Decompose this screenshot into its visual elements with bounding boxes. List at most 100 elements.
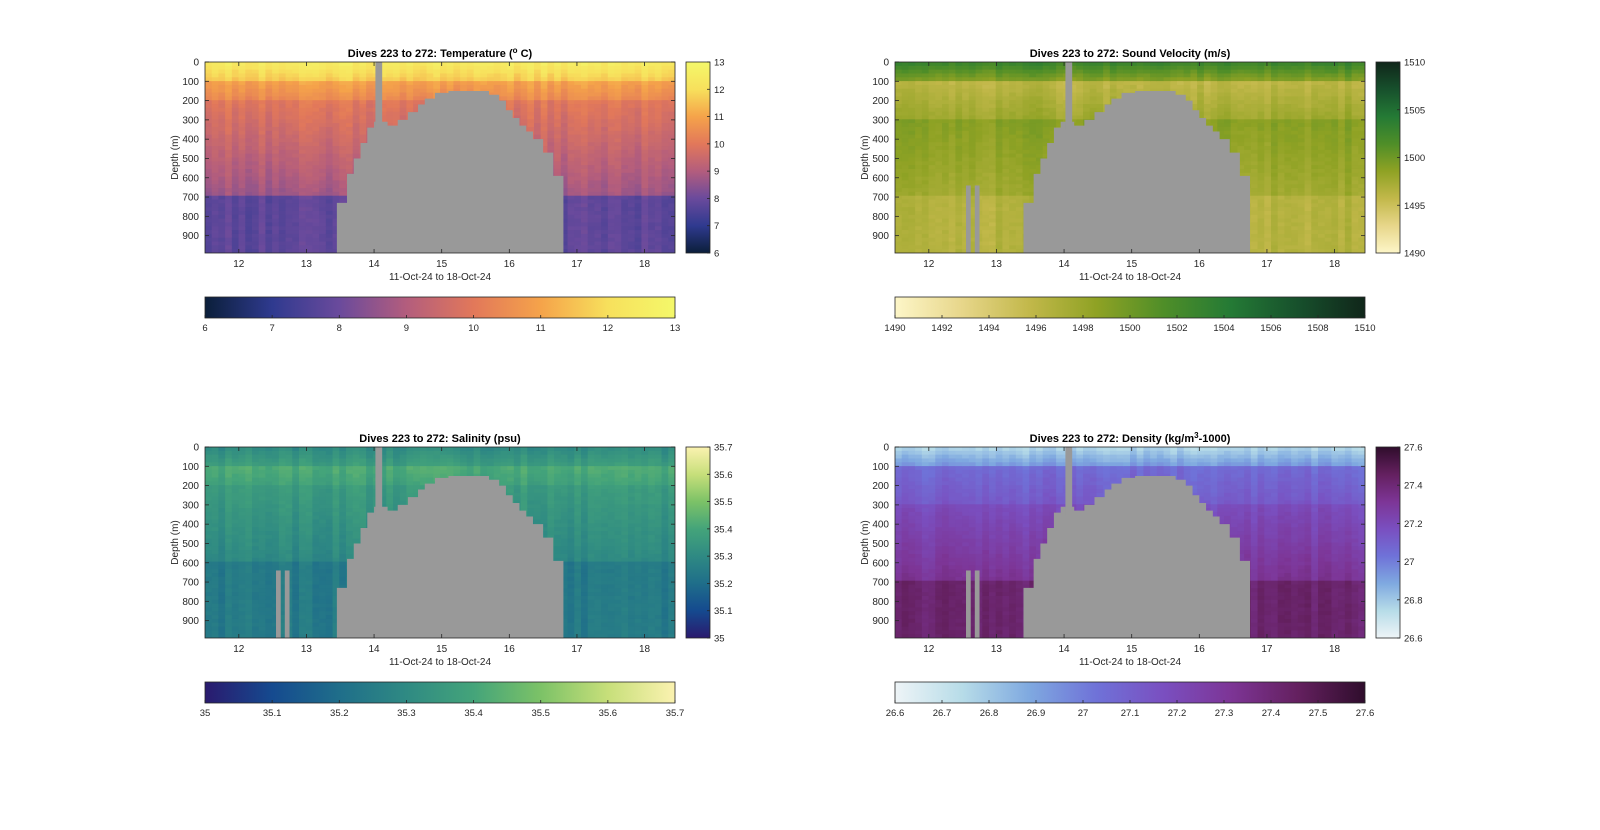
- heatmap-cell: [995, 199, 1004, 204]
- heatmap-cell: [272, 161, 280, 166]
- heatmap-cell: [989, 237, 997, 243]
- heatmap-cell: [319, 77, 327, 82]
- heatmap-cell: [480, 77, 488, 82]
- heatmap-cell: [1036, 126, 1044, 132]
- heatmap-cell: [955, 226, 963, 231]
- heatmap-cell: [554, 69, 562, 75]
- heatmap-cell: [1036, 62, 1044, 67]
- heatmap-cell: [942, 188, 950, 193]
- heatmap-cell: [258, 218, 267, 224]
- heatmap-cell: [982, 195, 990, 201]
- heatmap-cell: [1022, 111, 1030, 117]
- heatmap-cell: [628, 226, 636, 231]
- heatmap-cell: [258, 237, 267, 243]
- heatmap-cell: [406, 104, 414, 109]
- heatmap-cell: [1042, 149, 1051, 155]
- heatmap-cell: [305, 161, 314, 166]
- heatmap-cell: [245, 245, 253, 250]
- heatmap-cell: [581, 138, 589, 143]
- heatmap-cell: [319, 104, 327, 109]
- heatmap-cell: [205, 172, 213, 178]
- heatmap-cell: [607, 188, 616, 193]
- heatmap-cell: [520, 73, 528, 78]
- heatmap-cell: [540, 119, 549, 124]
- heatmap-cell: [238, 168, 246, 174]
- heatmap-cell: [915, 119, 923, 124]
- heatmap-cell: [245, 188, 253, 193]
- heatmap-cell: [325, 146, 334, 151]
- heatmap-cell: [581, 119, 589, 124]
- heatmap-cell: [366, 73, 374, 78]
- heatmap-cell: [948, 142, 957, 147]
- heatmap-cell: [399, 115, 408, 120]
- heatmap-cell: [621, 249, 629, 253]
- heatmap-cell: [982, 149, 990, 155]
- heatmap-cell: [921, 134, 930, 139]
- heatmap-cell: [948, 96, 957, 101]
- heatmap-cell: [292, 123, 300, 128]
- heatmap-cell: [231, 168, 240, 174]
- heatmap-cell: [574, 81, 582, 86]
- heatmap-cell: [641, 191, 649, 197]
- heatmap-cell: [238, 146, 246, 151]
- heatmap-cell: [634, 138, 643, 143]
- heatmap-cell: [225, 218, 233, 224]
- heatmap-cell: [245, 100, 253, 105]
- heatmap-cell: [299, 130, 307, 136]
- heatmap-cell: [567, 172, 575, 178]
- heatmap-cell: [1029, 104, 1037, 109]
- heatmap-cell: [1015, 107, 1024, 113]
- heatmap-cell: [614, 153, 622, 159]
- heatmap-cell: [648, 115, 656, 120]
- heatmap-cell: [942, 138, 950, 143]
- heatmap-cell: [211, 180, 220, 185]
- heatmap-cell: [218, 218, 226, 224]
- heatmap-cell: [265, 104, 273, 109]
- heatmap-cell: [895, 130, 903, 136]
- heatmap-cell: [955, 111, 963, 117]
- heatmap-cell: [895, 73, 903, 78]
- heatmap-cell: [601, 134, 609, 139]
- heatmap-cell: [901, 88, 910, 94]
- heatmap-cell: [265, 241, 273, 246]
- heatmap-cell: [1069, 92, 1077, 97]
- heatmap-cell: [1049, 96, 1057, 101]
- heatmap-cell: [1042, 134, 1051, 139]
- heatmap-cell: [594, 104, 602, 109]
- heatmap-cell: [513, 100, 522, 105]
- heatmap-cell: [305, 65, 314, 71]
- heatmap-cell: [587, 241, 596, 246]
- heatmap-cell: [621, 111, 629, 117]
- heatmap-cell: [621, 149, 629, 155]
- heatmap-cell: [948, 233, 957, 239]
- heatmap-cell: [921, 237, 930, 243]
- heatmap-cell: [1002, 207, 1010, 212]
- heatmap-cell: [654, 104, 663, 109]
- heatmap-cell: [218, 233, 226, 239]
- heatmap-cell: [379, 92, 387, 97]
- heatmap-cell: [935, 73, 943, 78]
- heatmap-cell: [305, 172, 314, 178]
- heatmap-cell: [1009, 77, 1017, 82]
- heatmap-cell: [312, 149, 320, 155]
- heatmap-cell: [1002, 104, 1010, 109]
- heatmap-cell: [962, 237, 970, 243]
- heatmap-cell: [312, 233, 320, 239]
- heatmap-cell: [628, 62, 636, 67]
- heatmap-cell: [312, 104, 320, 109]
- heatmap-cell: [908, 191, 916, 197]
- heatmap-cell: [225, 62, 233, 67]
- heatmap-cell: [547, 115, 555, 120]
- heatmap-cell: [285, 241, 293, 246]
- heatmap-cell: [948, 104, 957, 109]
- heatmap-cell: [654, 188, 663, 193]
- heatmap-cell: [968, 222, 977, 227]
- heatmap-cell: [995, 115, 1004, 120]
- heatmap-cell: [989, 77, 997, 82]
- heatmap-cell: [258, 165, 267, 170]
- heatmap-cell: [668, 241, 675, 246]
- heatmap-cell: [567, 199, 575, 204]
- heatmap-cell: [265, 149, 273, 155]
- heatmap-cell: [265, 230, 273, 235]
- heatmap-cell: [1069, 65, 1077, 71]
